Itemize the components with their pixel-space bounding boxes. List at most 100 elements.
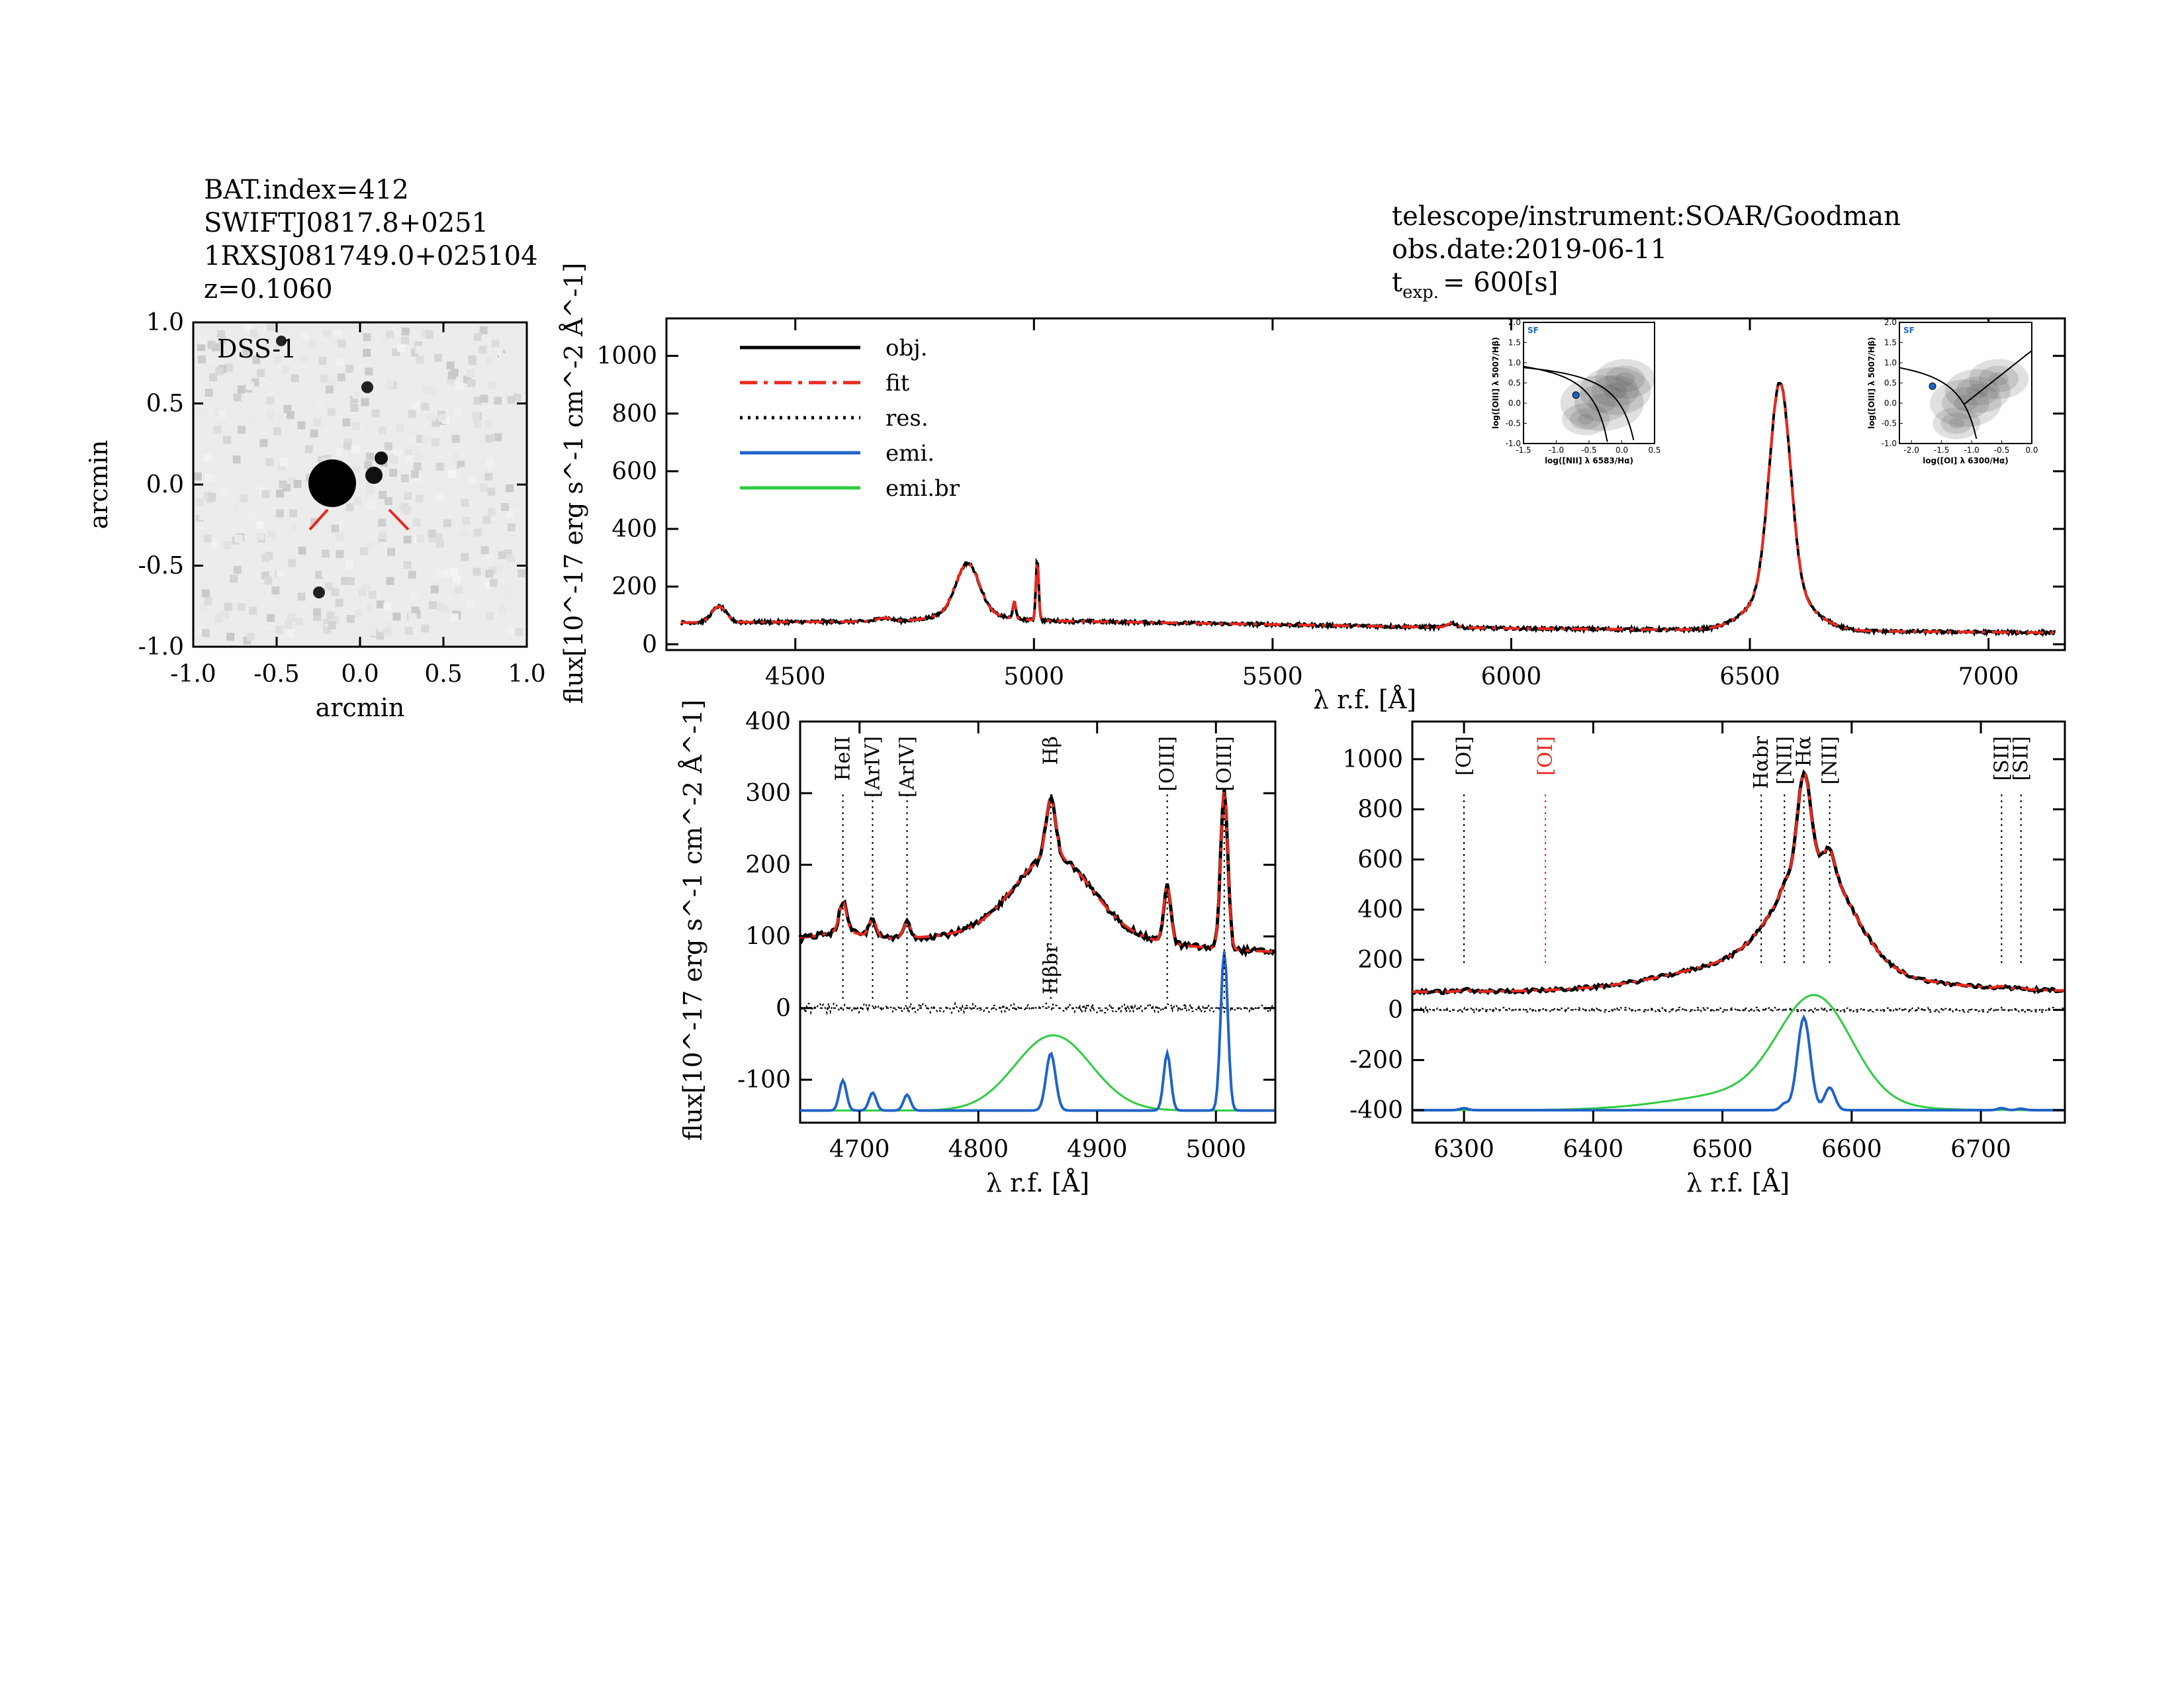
ytick-label: 200 <box>612 573 657 600</box>
noise-pixel <box>368 590 377 599</box>
noise-pixel <box>215 367 224 375</box>
bpt-ytick-label: 1.0 <box>1508 358 1521 367</box>
noise-pixel <box>273 427 281 436</box>
image-axis-ticks: -1.0 -0.5 0.0 0.5 1.0 1.0 0.5 0.0 -0.5 -1.0 <box>138 309 546 688</box>
line-label: [ArIV] <box>861 736 884 798</box>
noise-pixel <box>498 353 507 361</box>
noise-pixel <box>218 336 226 345</box>
noise-pixel <box>386 380 394 389</box>
image-ytick-label: -0.5 <box>138 553 184 580</box>
noise-pixel <box>455 586 463 594</box>
noise-pixel <box>507 523 516 532</box>
noise-pixel <box>421 624 430 633</box>
image-xtick-label: 1.0 <box>508 661 545 688</box>
line-label: [OIII] <box>1213 736 1236 792</box>
noise-pixel <box>295 617 303 626</box>
image-ytick-label: 1.0 <box>146 309 184 336</box>
noise-pixel <box>484 419 493 428</box>
noise-pixel <box>205 474 213 483</box>
main-frame <box>665 317 2066 651</box>
noise-pixel <box>416 355 424 364</box>
noise-pixel <box>473 528 482 537</box>
noise-pixel <box>204 596 212 605</box>
noise-pixel <box>233 393 242 402</box>
noise-pixel <box>343 442 351 450</box>
swift-name-text: SWIFTJ0817.8+0251 <box>204 208 488 238</box>
noise-pixel <box>442 569 451 578</box>
bpt-source-point <box>1929 382 1936 390</box>
xtick-label: 6500 <box>1719 663 1780 690</box>
noise-pixel <box>199 407 207 416</box>
noise-pixel <box>480 546 489 555</box>
bpt-density-blob <box>1989 372 2009 386</box>
noise-pixel <box>320 374 329 383</box>
noise-pixel <box>214 615 223 624</box>
ytick-label: -400 <box>1349 1097 1403 1124</box>
bpt-xtick-label: -1.5 <box>1934 445 1949 455</box>
noise-pixel <box>468 477 477 485</box>
noise-pixel <box>411 606 420 615</box>
noise-pixel <box>326 611 335 620</box>
noise-pixel <box>484 472 493 481</box>
noise-pixel <box>364 461 373 469</box>
noise-pixel <box>506 484 514 492</box>
noise-pixel <box>261 490 270 498</box>
noise-pixel <box>203 534 212 543</box>
noise-pixel <box>461 498 469 507</box>
bpt-density-blob <box>1603 383 1627 399</box>
noise-pixel <box>396 423 404 432</box>
xtick-label: 5000 <box>1003 663 1064 690</box>
neighbor-star <box>361 381 373 393</box>
noise-pixel <box>325 385 334 394</box>
xtick-label: 6600 <box>1821 1136 1882 1163</box>
noise-pixel <box>430 585 439 594</box>
noise-pixel <box>429 387 437 395</box>
noise-pixel <box>382 335 390 344</box>
noise-pixel <box>400 583 409 591</box>
noise-pixel <box>259 439 268 447</box>
noise-pixel <box>297 421 306 430</box>
noise-pixel <box>504 588 513 596</box>
noise-pixel <box>404 491 412 500</box>
noise-pixel <box>238 426 246 434</box>
bpt-ytick-label: 2.0 <box>1884 318 1897 327</box>
bpt-density-blob <box>1966 383 1989 399</box>
noise-pixel <box>455 382 463 391</box>
noise-pixel <box>256 532 265 541</box>
noise-pixel <box>515 628 523 636</box>
noise-pixel <box>415 494 424 503</box>
bpt-density-blob <box>1605 365 1645 393</box>
noise-pixel <box>367 487 375 495</box>
bpt-xtick-label: -1.5 <box>1516 445 1531 455</box>
noise-pixel <box>365 604 373 612</box>
noise-pixel <box>452 575 461 584</box>
image-xtick-label: -1.0 <box>170 661 216 688</box>
noise-pixel <box>198 336 206 345</box>
noise-pixel <box>431 438 439 446</box>
noise-pixel <box>467 379 476 387</box>
noise-pixel <box>361 398 369 406</box>
line-label: [OI] <box>1534 736 1557 776</box>
noise-pixel <box>473 567 481 576</box>
bpt-density-blob <box>1560 375 1644 431</box>
noise-pixel <box>203 453 212 462</box>
noise-pixel <box>209 373 218 382</box>
noise-pixel <box>201 629 210 637</box>
counterpart-text: 1RXSJ081749.0+025104 <box>204 241 538 271</box>
bpt-density-blob <box>1591 375 1639 407</box>
noise-pixel <box>213 425 222 434</box>
noise-pixel <box>323 329 332 338</box>
noise-pixel <box>401 327 410 336</box>
series-fit <box>799 790 1275 953</box>
noise-pixel <box>249 606 257 615</box>
bpt-xtick-label: 0.0 <box>2025 445 2038 455</box>
series-res <box>799 1001 1275 1016</box>
noise-pixel <box>293 492 302 500</box>
target-marker-right <box>388 508 410 531</box>
noise-pixel <box>289 550 298 559</box>
main-xlabel: λ r.f. [Å] <box>1313 685 1416 714</box>
noise-pixel <box>479 483 488 492</box>
bpt-nii-inset: SF-1.5 -1.0 -0.5 0.0 0.52.01.51.00.50.0-0.5-… <box>1491 318 1661 465</box>
noise-pixel <box>425 330 433 339</box>
halpha-frame <box>1411 720 2066 1124</box>
